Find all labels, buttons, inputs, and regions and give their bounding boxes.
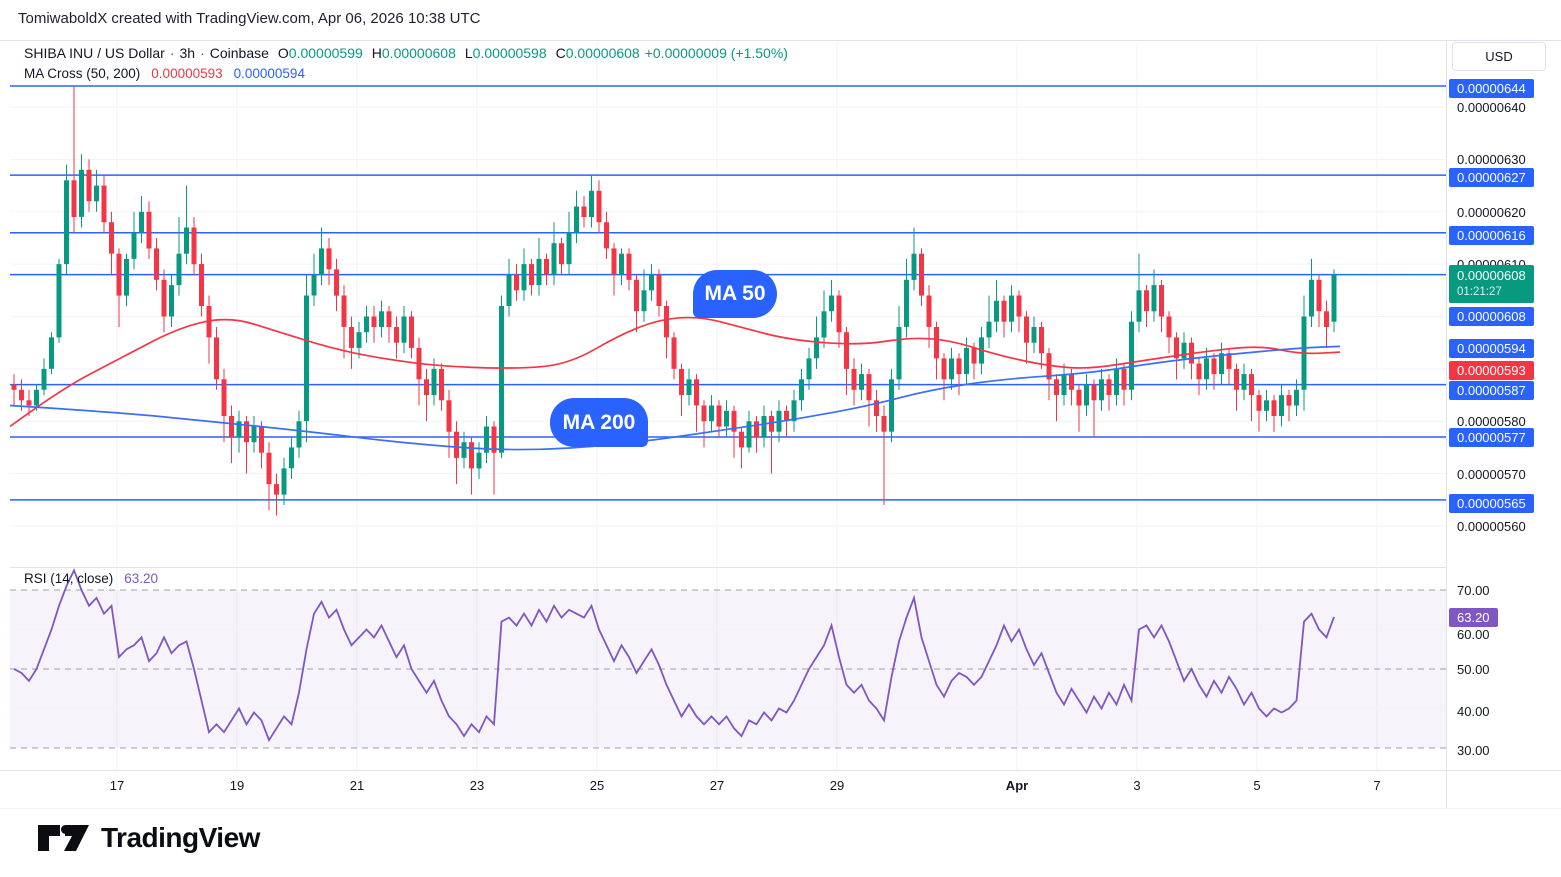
- ma50-value: 0.00000593: [151, 66, 223, 81]
- tradingview-logo-icon: [38, 824, 90, 852]
- ma200-value: 0.00000594: [233, 66, 305, 81]
- rsi-legend: RSI (14, close) 63.20: [24, 571, 158, 586]
- exchange-label[interactable]: Coinbase: [209, 45, 269, 61]
- ohlc-high: H0.00000608: [371, 45, 456, 61]
- ohlc-close: C0.00000608: [555, 45, 640, 61]
- ohlc-open: O0.00000599: [277, 45, 363, 61]
- ohlc-low: L0.00000598: [464, 45, 547, 61]
- currency-toggle-button[interactable]: USD: [1452, 42, 1546, 71]
- ma-cross-label[interactable]: MA Cross (50, 200): [24, 66, 141, 81]
- ma200-callout[interactable]: MA 200: [550, 398, 648, 447]
- tradingview-logo-text: TradingView: [101, 822, 260, 853]
- interval-label[interactable]: 3h: [179, 45, 196, 61]
- legend-separator: ·: [169, 45, 175, 61]
- symbol-legend: SHIBA INU / US Dollar · 3h · Coinbase O0…: [24, 45, 788, 61]
- change-value: +0.00000009 (+1.50%): [644, 45, 788, 61]
- ma50-callout[interactable]: MA 50: [693, 270, 777, 318]
- legend-separator: ·: [200, 45, 205, 61]
- attribution-text: TomiwaboldX created with TradingView.com…: [18, 10, 481, 27]
- ma-cross-legend: MA Cross (50, 200) 0.00000593 0.00000594: [24, 66, 305, 81]
- symbol-title[interactable]: SHIBA INU / US Dollar: [24, 45, 165, 61]
- tradingview-logo[interactable]: TradingView: [38, 822, 260, 854]
- rsi-label[interactable]: RSI (14, close): [24, 571, 114, 586]
- rsi-value: 63.20: [124, 571, 159, 586]
